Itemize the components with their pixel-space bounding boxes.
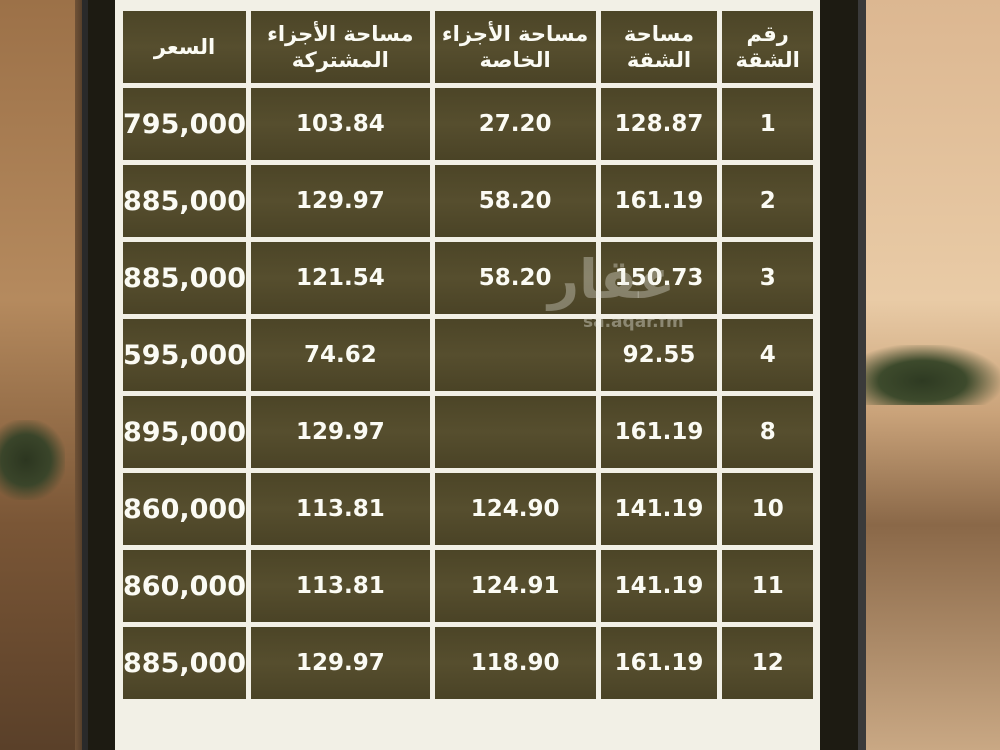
cell-private-area: 124.90 [434,473,596,545]
cell-apartment-area: 161.19 [600,165,718,237]
cell-common-area: 129.97 [251,165,430,237]
header-price: السعر [123,11,247,83]
cell-price: 860,000 [123,473,247,545]
cell-common-area: 129.97 [251,396,430,468]
table-row: 1 128.87 27.20 103.84 795,000 [123,88,813,160]
cell-common-area: 113.81 [251,550,430,622]
cell-apartment-area: 141.19 [600,550,718,622]
cell-apartment-area: 128.87 [600,88,718,160]
cell-private-area: 58.20 [434,165,596,237]
cell-apartment-number: 2 [722,165,813,237]
price-table: رقم الشقة مساحة الشقة مساحة الأجزاء الخا… [118,6,818,704]
cell-price: 595,000 [123,319,247,391]
cell-apartment-number: 12 [722,627,813,699]
cell-common-area: 74.62 [251,319,430,391]
header-apartment-number: رقم الشقة [722,11,813,83]
cell-apartment-number: 4 [722,319,813,391]
cell-apartment-number: 10 [722,473,813,545]
cell-price: 860,000 [123,550,247,622]
cell-price: 895,000 [123,396,247,468]
cell-common-area: 129.97 [251,627,430,699]
header-private-area: مساحة الأجزاء الخاصة [434,11,596,83]
cell-apartment-area: 161.19 [600,396,718,468]
watermark-site: sa.aqar.fm [583,312,684,332]
cell-price: 885,000 [123,242,247,314]
table-row: 4 92.55 74.62 595,000 [123,319,813,391]
cell-private-area [434,319,596,391]
planter-right [845,345,1000,405]
table-row: 12 161.19 118.90 129.97 885,000 [123,627,813,699]
planter-left [0,420,65,500]
table-row: 8 161.19 129.97 895,000 [123,396,813,468]
cell-price: 795,000 [123,88,247,160]
header-row: رقم الشقة مساحة الشقة مساحة الأجزاء الخا… [123,11,813,83]
cell-common-area: 113.81 [251,473,430,545]
cell-private-area: 58.20 [434,242,596,314]
cell-common-area: 103.84 [251,88,430,160]
watermark-logo: عقار [548,248,676,311]
cell-price: 885,000 [123,165,247,237]
table-row: 10 141.19 124.90 113.81 860,000 [123,473,813,545]
cell-apartment-area: 150.73 [600,242,718,314]
cell-apartment-area: 161.19 [600,627,718,699]
cell-private-area [434,396,596,468]
header-apartment-area: مساحة الشقة [600,11,718,83]
cell-apartment-number: 1 [722,88,813,160]
cell-apartment-number: 3 [722,242,813,314]
cell-apartment-area: 141.19 [600,473,718,545]
cell-apartment-number: 8 [722,396,813,468]
cell-common-area: 121.54 [251,242,430,314]
cell-private-area: 27.20 [434,88,596,160]
cell-private-area: 124.91 [434,550,596,622]
table-row: 3 150.73 58.20 121.54 885,000 [123,242,813,314]
table-row: 2 161.19 58.20 129.97 885,000 [123,165,813,237]
background-wall-left [0,0,75,750]
cell-apartment-area: 92.55 [600,319,718,391]
cell-private-area: 118.90 [434,627,596,699]
table-row: 11 141.19 124.91 113.81 860,000 [123,550,813,622]
cell-price: 885,000 [123,627,247,699]
header-common-area: مساحة الأجزاء المشتركة [251,11,430,83]
cell-apartment-number: 11 [722,550,813,622]
